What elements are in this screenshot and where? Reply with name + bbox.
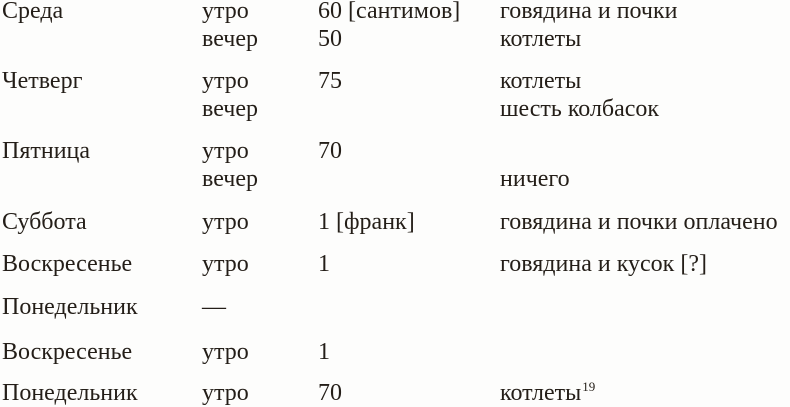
table-row: Воскресенье утро 1 говядина и кусок [?] [0,249,790,279]
table-row: Воскресенье утро 1 [0,337,790,367]
table-row: вечер шесть колбасок [0,94,790,124]
time-cell: утро [202,138,249,164]
food-cell: котлеты [500,68,582,94]
day-cell: Воскресенье [2,339,133,365]
day-cell: Четверг [2,68,83,94]
amount-cell: 70 [318,380,342,406]
table-row: Четверг утро 75 котлеты [0,66,790,96]
table-row: Понедельник утро 70 котлеты19 [0,378,790,407]
time-cell: утро [202,339,249,365]
time-cell: вечер [202,166,258,192]
food-cell: шесть колбасок [500,96,660,122]
time-cell: вечер [202,26,258,52]
footnote-marker: 19 [582,379,596,394]
food-cell: котлеты [500,26,582,52]
time-cell: утро [202,209,249,235]
day-cell: Пятница [2,138,91,164]
amount-cell: 1 [318,339,330,365]
time-cell: утро [202,68,249,94]
day-cell: Понедельник [2,294,138,320]
food-cell: говядина и почки [500,0,678,24]
time-cell: утро [202,0,249,24]
amount-cell: 1 [франк] [318,209,415,235]
amount-cell: 70 [318,138,342,164]
table-row: Понедельник — [0,292,790,322]
amount-cell: 50 [318,26,342,52]
table-row: Среда утро 60 [сантимов] говядина и почк… [0,0,790,26]
day-cell: Среда [2,0,64,24]
table-row: вечер ничего [0,164,790,194]
food-cell: говядина и почки оплачено [500,209,778,235]
table-row: Суббота утро 1 [франк] говядина и почки … [0,207,790,237]
day-cell: Воскресенье [2,251,133,277]
time-cell: утро [202,251,249,277]
time-cell: утро [202,380,249,406]
amount-cell: 1 [318,251,330,277]
food-cell: говядина и кусок [?] [500,251,707,277]
table-row: вечер 50 котлеты [0,24,790,54]
time-cell: вечер [202,96,258,122]
food-cell: котлеты19 [500,378,595,407]
table-row: Пятница утро 70 [0,136,790,166]
food-text: котлеты [500,380,582,406]
day-cell: Понедельник [2,380,138,406]
amount-cell: 75 [318,68,342,94]
dash-cell: — [202,294,226,320]
day-cell: Суббота [2,209,87,235]
amount-cell: 60 [сантимов] [318,0,461,24]
food-cell: ничего [500,166,570,192]
